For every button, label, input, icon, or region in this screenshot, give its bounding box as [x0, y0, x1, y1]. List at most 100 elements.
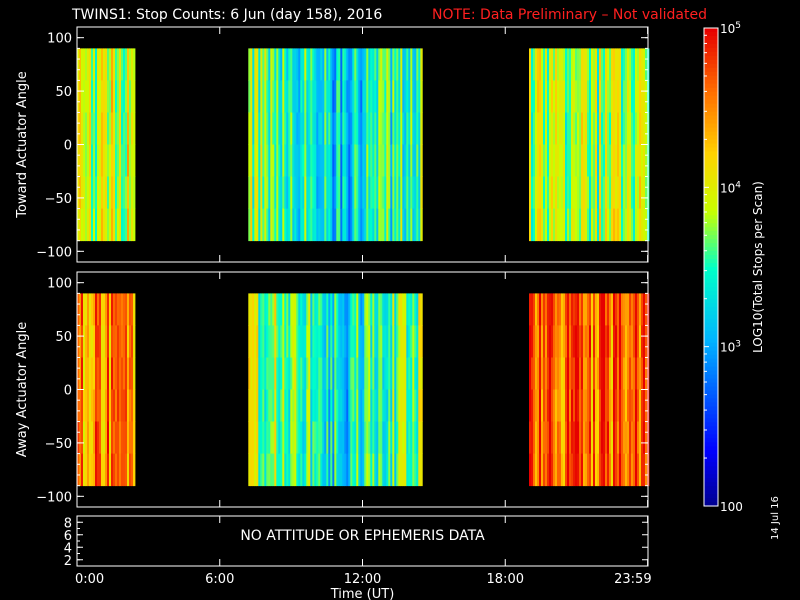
heatmap-cell — [595, 453, 598, 487]
heatmap-cell — [531, 80, 534, 113]
heatmap-cell — [276, 80, 279, 113]
heatmap-cell — [320, 325, 323, 358]
heatmap-cell — [414, 453, 417, 487]
heatmap-cell — [533, 176, 536, 209]
heatmap-cell — [390, 208, 393, 242]
heatmap-cell — [645, 48, 648, 81]
heatmap-cell — [412, 48, 415, 81]
heatmap-cell — [362, 176, 365, 209]
heatmap-cell — [539, 453, 542, 487]
heatmap-cell — [593, 144, 596, 177]
heatmap-cell — [615, 389, 618, 422]
heatmap-cell — [360, 421, 363, 454]
heatmap-cell — [613, 421, 616, 454]
heatmap-cell — [77, 80, 80, 113]
heatmap-cell — [643, 80, 646, 113]
heatmap-cell — [386, 389, 389, 422]
heatmap-cell — [643, 176, 646, 209]
heatmap-cell — [396, 48, 399, 81]
heatmap-cell — [250, 421, 253, 454]
heatmap-cell — [328, 453, 331, 487]
heatmap-cell — [388, 293, 391, 326]
heatmap-cell — [643, 48, 646, 81]
heatmap-cell — [561, 80, 564, 113]
heatmap-cell — [591, 144, 594, 177]
heatmap-cell — [346, 208, 349, 242]
heatmap-cell — [376, 325, 379, 358]
heatmap-cell — [597, 421, 600, 454]
heatmap-cell — [382, 293, 385, 326]
heatmap-cell — [585, 325, 588, 358]
heatmap-cell — [543, 421, 546, 454]
heatmap-cell — [537, 357, 540, 390]
heatmap-cell — [382, 112, 385, 145]
heatmap-cell — [366, 453, 369, 487]
colorbar-swatch — [704, 486, 718, 491]
heatmap-cell — [388, 421, 391, 454]
heatmap-cell — [332, 293, 335, 326]
colorbar-swatch — [704, 195, 718, 200]
heatmap-cell — [386, 80, 389, 113]
heatmap-cell — [617, 176, 620, 209]
heatmap-cell — [282, 389, 285, 422]
heatmap-cell — [252, 208, 255, 242]
heatmap-cell — [302, 325, 305, 358]
heatmap-cell — [621, 48, 624, 81]
heatmap-cell — [95, 453, 98, 487]
heatmap-cell — [356, 293, 359, 326]
heatmap-cell — [370, 293, 373, 326]
heatmap-cell — [364, 80, 367, 113]
heatmap-cell — [105, 48, 108, 81]
heatmap-cell — [129, 144, 132, 177]
heatmap-cell — [250, 293, 253, 326]
heatmap-cell — [529, 80, 532, 113]
heatmap-cell — [412, 293, 415, 326]
heatmap-cell — [583, 293, 586, 326]
heatmap-cell — [111, 453, 114, 487]
heatmap-cell — [370, 176, 373, 209]
heatmap-cell — [593, 80, 596, 113]
colorbar-swatch — [704, 255, 718, 260]
heatmap-cell — [577, 80, 580, 113]
heatmap-cell — [101, 144, 104, 177]
heatmap-cell — [565, 293, 568, 326]
heatmap-cell — [123, 325, 126, 358]
colorbar-tick-label: 103 — [720, 340, 741, 355]
heatmap-cell — [583, 80, 586, 113]
heatmap-cell — [414, 176, 417, 209]
heatmap-cell — [119, 80, 122, 113]
heatmap-cell — [113, 144, 116, 177]
heatmap-cell — [328, 80, 331, 113]
heatmap-cell — [85, 112, 88, 145]
heatmap-cell — [123, 208, 126, 242]
heatmap-cell — [129, 112, 132, 145]
heatmap-cell — [109, 48, 112, 81]
heatmap-cell — [555, 112, 558, 145]
heatmap-cell — [368, 80, 371, 113]
heatmap-cell — [252, 176, 255, 209]
heatmap-cell — [127, 176, 130, 209]
heatmap-cell — [99, 144, 102, 177]
heatmap-cell — [581, 176, 584, 209]
heatmap-cell — [533, 389, 536, 422]
heatmap-cell — [87, 176, 90, 209]
chart-title: TWINS1: Stop Counts: 6 Jun (day 158), 20… — [72, 7, 383, 23]
heatmap-cell — [294, 453, 297, 487]
heatmap-cell — [113, 293, 116, 326]
heatmap-cell — [282, 176, 285, 209]
heatmap-cell — [537, 48, 540, 81]
heatmap-cell — [266, 144, 269, 177]
heatmap-cell — [533, 357, 536, 390]
heatmap-cell — [296, 293, 299, 326]
heatmap-cell — [599, 176, 602, 209]
colorbar-swatch — [704, 346, 718, 352]
heatmap-cell — [420, 357, 423, 390]
heatmap-cell — [406, 48, 409, 81]
heatmap-cell — [123, 80, 126, 113]
heatmap-cell — [316, 421, 319, 454]
colorbar-swatch — [704, 87, 718, 93]
heatmap-cell — [314, 293, 317, 326]
heatmap-cell — [248, 421, 251, 454]
heatmap-cell — [111, 112, 114, 145]
heatmap-cell — [354, 357, 357, 390]
